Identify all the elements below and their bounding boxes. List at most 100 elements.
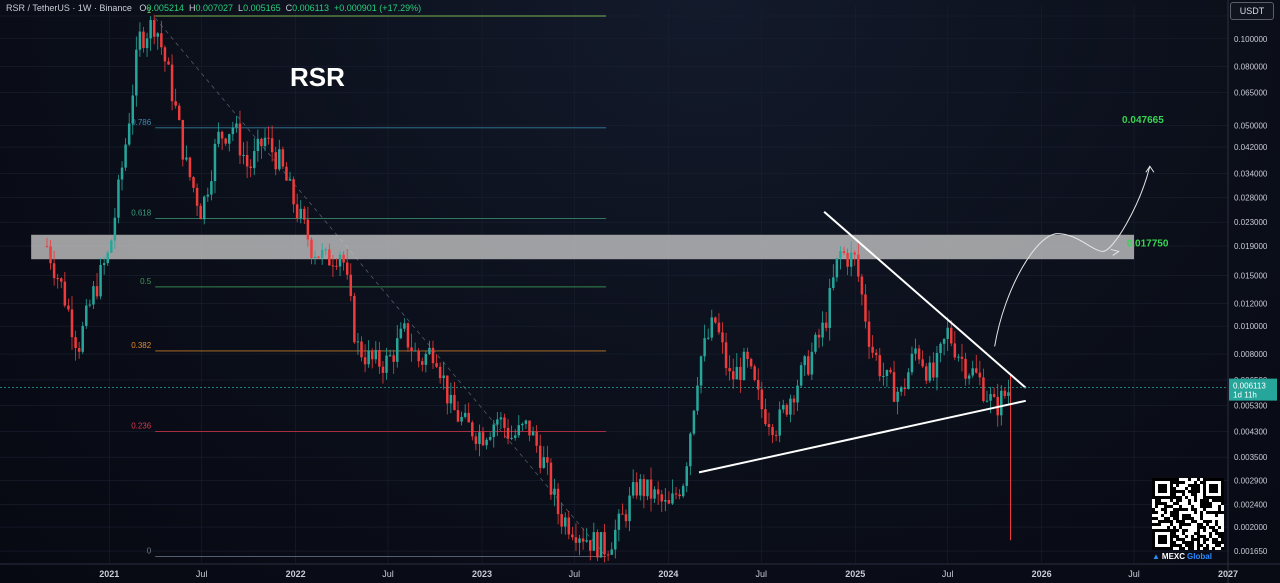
- candle-body: [392, 355, 395, 362]
- qr-module: [1173, 529, 1176, 532]
- candle-body: [192, 177, 195, 188]
- qr-module: [1182, 514, 1185, 517]
- candle-body: [102, 263, 106, 265]
- qr-module: [1152, 532, 1155, 535]
- candle-body: [127, 123, 131, 145]
- qr-module: [1170, 532, 1173, 535]
- qr-module: [1185, 529, 1188, 532]
- qr-module: [1197, 532, 1200, 535]
- qr-module: [1170, 499, 1173, 502]
- qr-module: [1206, 478, 1209, 481]
- qr-module: [1191, 490, 1194, 493]
- y-tick-label: 0.050000: [1234, 121, 1268, 130]
- candle-body: [77, 348, 81, 352]
- candle-body: [503, 417, 506, 428]
- qr-module: [1206, 538, 1209, 541]
- qr-module: [1179, 526, 1182, 529]
- qr-module: [1221, 487, 1224, 490]
- qr-module: [1191, 517, 1194, 520]
- low-label: L: [238, 3, 244, 13]
- candle-body: [292, 179, 295, 205]
- qr-module: [1203, 487, 1206, 490]
- qr-module: [1215, 541, 1218, 544]
- qr-module: [1194, 481, 1197, 484]
- candle-body: [821, 322, 824, 338]
- candle-body: [328, 249, 331, 266]
- candle-body: [395, 338, 399, 362]
- qr-module: [1158, 502, 1161, 505]
- candle-body: [145, 38, 149, 49]
- current-price-badge: [1229, 378, 1277, 401]
- qr-module: [1176, 514, 1179, 517]
- y-tick-label: 0.008000: [1234, 350, 1268, 359]
- qr-module: [1197, 478, 1200, 481]
- qr-module: [1158, 478, 1161, 481]
- candle-body: [549, 462, 553, 495]
- brand-name: MEXC: [1161, 551, 1186, 561]
- qr-module: [1170, 478, 1173, 481]
- qr-module: [1203, 541, 1206, 544]
- candle-body: [849, 252, 853, 267]
- qr-module: [1182, 493, 1185, 496]
- candle-body: [782, 404, 785, 410]
- qr-module: [1173, 493, 1176, 496]
- qr-module: [1167, 547, 1170, 550]
- candle-body: [785, 404, 789, 415]
- qr-module: [1200, 505, 1203, 508]
- candle-body: [860, 276, 864, 295]
- candle-body: [817, 334, 821, 338]
- qr-module: [1182, 490, 1185, 493]
- qr-module: [1203, 505, 1206, 508]
- candle-body: [370, 350, 374, 360]
- qr-module: [1221, 496, 1224, 499]
- candle-body: [642, 479, 646, 497]
- candle-body: [967, 375, 971, 379]
- qr-module: [1221, 535, 1224, 538]
- candle-body: [621, 513, 624, 515]
- qr-module: [1200, 481, 1203, 484]
- qr-module: [1215, 490, 1218, 493]
- x-tick-label: 2024: [658, 569, 678, 579]
- candle-body: [378, 350, 381, 367]
- qr-module: [1221, 541, 1224, 544]
- qr-module: [1161, 547, 1164, 550]
- y-tick-label: 0.012000: [1234, 299, 1268, 308]
- candle-body: [792, 398, 796, 403]
- qr-module: [1197, 529, 1200, 532]
- qr-module: [1215, 478, 1218, 481]
- currency-button[interactable]: USDT: [1230, 2, 1274, 20]
- candle-body: [142, 31, 145, 49]
- y-tick-label: 0.034000: [1234, 169, 1268, 178]
- candle-body: [957, 356, 960, 358]
- x-tick-label: Jul: [382, 569, 394, 579]
- qr-module: [1197, 487, 1200, 490]
- qr-module: [1155, 529, 1158, 532]
- candle-body: [535, 431, 538, 446]
- x-tick-label: Jul: [942, 569, 954, 579]
- candles: [45, 14, 1011, 563]
- candle-body: [213, 143, 217, 182]
- candle-body: [331, 265, 335, 267]
- qr-module: [1170, 538, 1173, 541]
- qr-module: [1221, 493, 1224, 496]
- qr-module: [1188, 523, 1191, 526]
- qr-module: [1188, 547, 1191, 550]
- candle-body: [324, 249, 328, 251]
- candle-body: [692, 410, 696, 434]
- qr-module: [1197, 523, 1200, 526]
- candle-body: [270, 138, 274, 153]
- qr-module: [1185, 487, 1188, 490]
- x-tick-label: Jul: [1128, 569, 1140, 579]
- qr-module: [1197, 547, 1200, 550]
- candle-body: [703, 338, 706, 357]
- candle-body: [428, 347, 431, 354]
- qr-module: [1170, 496, 1173, 499]
- candle-body: [174, 101, 177, 106]
- qr-module: [1185, 496, 1188, 499]
- candle-body: [589, 540, 592, 551]
- qr-module: [1209, 520, 1212, 523]
- qr-module: [1218, 508, 1221, 511]
- candle-body: [228, 134, 231, 144]
- candle-body: [435, 363, 438, 367]
